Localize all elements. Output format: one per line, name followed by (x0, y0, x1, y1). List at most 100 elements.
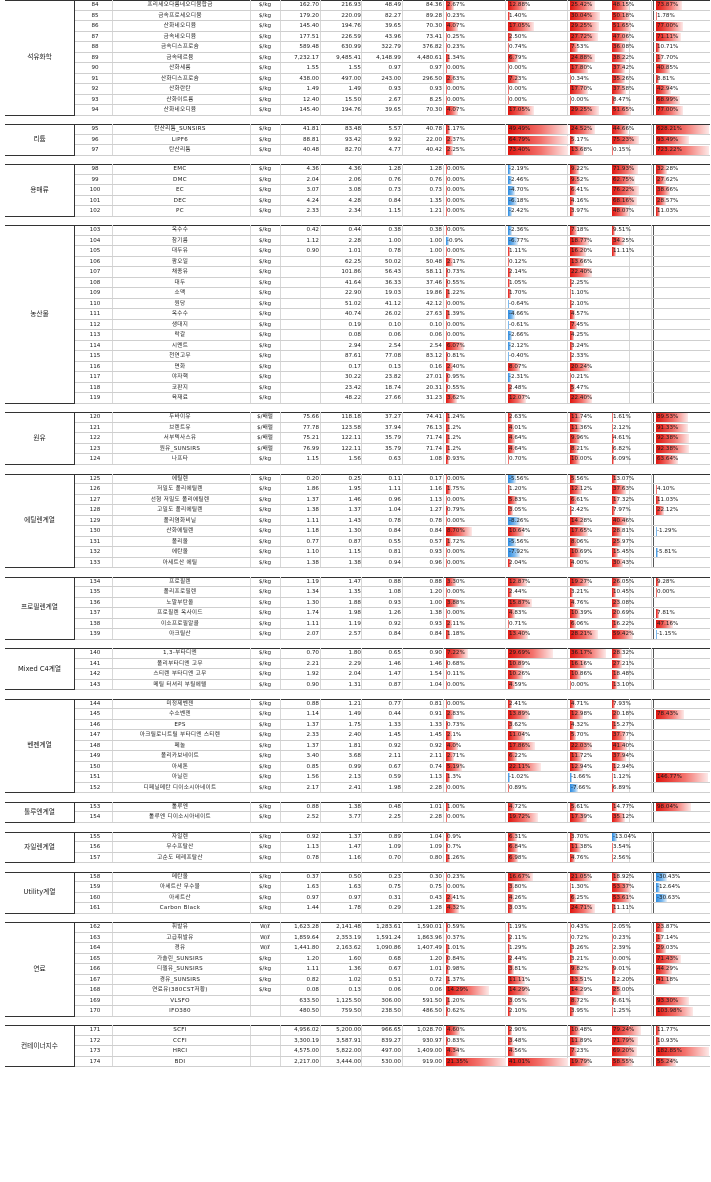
table-row[interactable]: 164 경유 W/ℓ 1,441.80 2,163.62 1,090.86 1,407.49… (0, 943, 711, 954)
table-row[interactable]: 134 프로필렌 $/kg 1.19 1.47 0.88 0.88 3.30% 12.87% 19… (0, 576, 711, 588)
table-row[interactable]: 171 SCFI 4,956.02 5,200.00 966.65 1,028.70 4.6… (0, 1025, 711, 1036)
table-row[interactable]: 105 대두유 $/kg 0.90 1.01 0.78 1.00 0.00% 1.11% 16.2… (0, 246, 711, 257)
table-row[interactable]: 128 고밀도 폴리에틸렌 $/kg 1.38 1.37 1.04 1.27 0.79% 3.0… (0, 505, 711, 516)
table-row[interactable]: 160 아세트산 $/kg 0.97 0.97 0.31 0.43 2.41% 4.26% 6.2… (0, 892, 711, 904)
table-row[interactable]: 154 톨루엔 디이소시아네이트 $/kg 2.52 3.77 2.25 2.28 0.00%… (0, 812, 711, 823)
table-row[interactable]: 173 HRCI 4,575.00 5,822.00 497.00 1,409.00 4.3… (0, 1046, 711, 1057)
table-row[interactable]: 100 EC $/kg 3.07 3.08 0.73 0.73 0.00% -4.70% 6.41… (0, 185, 711, 196)
table-row[interactable]: 151 아닐린 $/kg 1.56 2.13 0.59 1.13 1.3% -1.02% -1.6… (0, 772, 711, 783)
table-row[interactable]: 158 메탄올 $/kg 0.37 0.50 0.23 0.30 0.23% 16.67% 21.… (0, 871, 711, 883)
table-row[interactable]: 155 자일렌 $/kg 0.92 1.37 0.89 1.04 0.9% 6.31% 3.70%… (0, 831, 711, 842)
table-row[interactable]: 137 프로필렌 옥사이드 $/kg 1.74 1.98 1.26 1.38 0.00% 4.8… (0, 608, 711, 619)
column-divider (629, 547, 630, 558)
table-row[interactable]: 85 금속프로세오디뮴 $/kg 179.20 220.09 82.27 89.28 0.23… (0, 10, 711, 21)
table-row[interactable]: 161 Carbon Black $/kg 1.44 1.78 0.29 1.28 4.32%… (0, 903, 711, 914)
table-row[interactable]: 136 노말부탄올 $/kg 1.30 1.88 0.93 1.00 3.88% 15.87% 4… (0, 597, 711, 609)
table-row[interactable]: 152 디페닐메탄 디이소시아네이트 $/kg 2.17 2.41 1.98 2.28 0.0… (0, 782, 711, 794)
table-row[interactable]: 126 저밀도 폴리에틸렌 $/kg 1.86 1.95 1.11 1.16 1.75% 1.2… (0, 484, 711, 495)
table-row[interactable]: 84 프리세오다륨네오디뮴합금 $/kg 162.70 216.93 48.49 84.36… (0, 0, 711, 11)
table-row[interactable]: 87 금속네오디뮴 $/kg 177.51 226.59 43.96 73.41 0.25% 2… (0, 31, 711, 42)
table-row[interactable]: 133 아세트산 에틸 $/kg 1.38 1.38 0.94 0.96 0.00% 2.04%… (0, 557, 711, 568)
table-row[interactable]: 165 가솔린_SUNSIRS $/kg 1.20 1.60 0.68 1.20 0.84% 2… (0, 953, 711, 965)
table-row[interactable]: 123 원유_SUNSIRS $/배럴 76.99 122.11 35.79 71.74 1.… (0, 443, 711, 455)
table-row[interactable]: 140 1,3-부타디엔 $/kg 0.70 1.80 0.65 0.90 7.22% 29.6… (0, 648, 711, 659)
table-row[interactable]: 146 EPS $/kg 1.37 1.75 1.33 1.33 0.73% 3.62% 4.32… (0, 719, 711, 731)
table-row[interactable]: 125 에틸렌 $/kg 0.20 0.25 0.11 0.17 0.00% -5.56% 5.5… (0, 473, 711, 484)
table-row[interactable]: 142 스티렌 부타디엔 고무 $/kg 1.92 2.04 1.47 1.54 0.11% 1… (0, 669, 711, 680)
column-divider (250, 124, 251, 135)
table-row[interactable]: 120 두바이유 $/배럴 75.66 118.18 37.27 74.41 1.24% 2.6… (0, 412, 711, 423)
table-row[interactable]: 96 LiPF6 $/kg 88.81 93.42 9.92 22.00 2.37% 64.79… (0, 134, 711, 146)
change-1d-value: 0.00% (447, 549, 465, 555)
table-row[interactable]: 101 DEC $/kg 4.24 4.28 0.84 1.35 0.00% -6.18% 4.1… (0, 195, 711, 207)
table-row[interactable]: 114 시멘트 $/kg 2.94 2.54 2.54 6.07% -2.12% 3.24% (0, 340, 711, 352)
table-row[interactable]: 102 PC $/kg 2.33 2.34 1.15 1.21 0.00% -2.42% 3.97… (0, 206, 711, 217)
table-row[interactable]: 130 산화에틸렌 $/kg 1.18 1.30 0.84 0.84 8.70% 10.64% 1… (0, 526, 711, 537)
table-row[interactable]: 118 코판지 $/kg 23.42 18.74 20.31 0.55% 2.48% 5.47% (0, 382, 711, 394)
table-row[interactable]: 138 이소프로필알콜 $/kg 1.11 1.19 0.92 0.93 2.11% 0.71%… (0, 618, 711, 630)
table-row[interactable]: 97 탄산리튬 $/kg 40.48 82.70 4.77 40.42 2.25% 73.40%… (0, 145, 711, 156)
table-row[interactable]: 88 금속디스프로슘 $/kg 589.48 630.99 322.79 376.82 0.2… (0, 42, 711, 53)
table-row[interactable]: 107 채종유 $/kg 101.86 56.43 58.11 0.73% 2.14% 22.4… (0, 267, 711, 278)
table-row[interactable]: 131 폴리올 $/kg 0.77 0.87 0.55 0.57 1.72% -5.56% 8.0… (0, 536, 711, 547)
table-row[interactable]: 162 휘발유 W/ℓ 1,623.28 2,141.48 1,283.61 1,590.0… (0, 922, 711, 933)
table-row[interactable]: 147 아크릴로니트릴 부타디엔 스티렌 $/kg 2.33 2.40 1.45 1.45 2… (0, 730, 711, 741)
table-row[interactable]: 121 브렌트유 $/배럴 77.78 123.58 37.94 76.13 1.2% 4.01… (0, 422, 711, 434)
table-row[interactable]: 159 아세트산 무수물 $/kg 1.63 1.63 0.75 0.75 0.00% 3.80… (0, 882, 711, 893)
table-row[interactable]: 129 폴리염화비닐 $/kg 1.11 1.43 0.78 0.78 0.00% -8.26%… (0, 515, 711, 526)
table-row[interactable]: 112 생대지 $/kg 0.19 0.10 0.10 0.00% -0.61% 7.45% (0, 319, 711, 331)
column-divider (402, 422, 403, 434)
table-row[interactable]: 163 고급휘발유 W/ℓ 1,859.64 2,353.19 1,591.24 1,863… (0, 932, 711, 944)
table-row[interactable]: 127 선형 저밀도 폴리에틸렌 $/kg 1.37 1.46 0.96 1.13 0.00%… (0, 494, 711, 505)
table-row[interactable]: 108 대두 $/kg 41.64 36.33 37.46 0.55% 1.05% 2.25% (0, 277, 711, 289)
table-row[interactable]: 174 BDI 2,217.00 3,444.00 530.00 919.00 21.35%… (0, 1056, 711, 1068)
table-row[interactable]: 117 야자핵 $/kg 30.22 23.82 27.01 0.95% -2.31% 0.21… (0, 372, 711, 383)
table-row[interactable]: 95 탄산리튬_SUNSIRS $/kg 41.81 83.48 5.57 40.78 1.1… (0, 124, 711, 135)
table-row[interactable]: 141 폴리부타디엔 고무 $/kg 2.21 2.29 1.46 1.46 0.68% 10.… (0, 658, 711, 670)
table-row[interactable]: 143 메틸 터셔리 부틸에텔 $/kg 0.90 1.31 0.87 1.04 0.00% 4… (0, 679, 711, 691)
table-row[interactable]: 94 산화네오디뮴 $/kg 145.40 194.76 39.65 70.30 4.07% 1… (0, 105, 711, 116)
table-row[interactable]: 145 수소벤젠 $/kg 1.14 1.49 0.44 0.91 2.83% 13.89% 12… (0, 709, 711, 720)
table-row[interactable]: 93 산화이트륨 $/kg 12.40 15.50 2.67 8.25 0.00% 0.00% 0… (0, 94, 711, 105)
table-row[interactable]: 144 미정제벤젠 $/kg 0.88 1.21 0.77 0.81 0.00% 2.41% 4.… (0, 698, 711, 710)
table-row[interactable]: 172 CCFI 3,300.19 3,587.91 839.27 930.97 0.83%… (0, 1035, 711, 1047)
change-1d-cell: 0.00% (446, 95, 506, 104)
table-row[interactable]: 168 연료유(380CST저황) $/kg 0.08 0.13 0.06 0.06 14.2… (0, 985, 711, 996)
change-1m-cell: 24.71% (570, 904, 630, 913)
table-row[interactable]: 103 옥수수 $/kg 0.42 0.44 0.38 0.38 0.00% -2.36% 7.1… (0, 225, 711, 236)
table-row[interactable]: 115 천연고무 $/kg 87.61 77.08 83.12 0.81% -0.40% 2.3… (0, 351, 711, 362)
change-ytd-bar (612, 680, 617, 690)
table-row[interactable]: 109 소맥 $/kg 22.90 19.03 19.86 1.22% 1.70% 1.10% (0, 288, 711, 299)
table-row[interactable]: 132 에탄올 $/kg 1.10 1.15 0.81 0.93 0.00% -7.92% 10.… (0, 547, 711, 558)
table-row[interactable]: 124 나프타 $/kg 1.15 1.56 0.63 1.08 0.93% 0.70% 10.0… (0, 454, 711, 465)
table-row[interactable]: 99 DMC $/kg 2.04 2.06 0.76 0.76 0.00% -2.46% 9.52… (0, 174, 711, 186)
table-row[interactable]: 106 팜오일 $/kg 62.25 50.02 50.48 2.17% 0.12% 13.66… (0, 256, 711, 268)
table-row[interactable]: 166 디젤유_SUNSIRS $/kg 1.11 1.36 0.67 1.01 0.98% 3… (0, 964, 711, 975)
table-row[interactable]: 156 무수프탈산 $/kg 1.13 1.47 1.09 1.09 0.7% 6.84% 11.… (0, 842, 711, 853)
table-row[interactable]: 153 톨루엔 $/kg 0.88 1.38 0.48 1.01 1.00% 4.72% 5.61… (0, 801, 711, 813)
table-row[interactable]: 89 금속테르븀 $/kg 7,232.17 9,485.41 4,148.99 4,480… (0, 52, 711, 63)
table-row[interactable]: 86 산화네오디뮴 $/kg 145.40 194.76 39.65 70.30 4.07% 1… (0, 21, 711, 32)
table-row[interactable]: 135 폴리프로필렌 $/kg 1.34 1.35 1.08 1.20 0.00% 2.44% 3… (0, 587, 711, 598)
table-row[interactable]: 167 경유_SUNSIRS $/kg 0.82 1.02 0.51 0.72 1.37% 11… (0, 974, 711, 986)
table-row[interactable]: 91 산화디스프로슘 $/kg 438.00 497.00 243.00 296.50 2.6… (0, 73, 711, 84)
table-row[interactable]: 92 산화란탄 $/kg 1.49 1.49 0.93 0.93 0.00% 0.00% 17.7… (0, 84, 711, 95)
table-row[interactable]: 169 VLSFO 633.50 1,125.50 306.00 591.50 1.20% 3… (0, 995, 711, 1007)
table-row[interactable]: 148 페놀 $/kg 1.37 1.81 0.92 0.92 4.0% 17.86% 22.03… (0, 740, 711, 752)
table-row[interactable]: 98 EMC $/kg 4.36 4.36 1.28 1.28 0.00% -2.19% 9.22… (0, 164, 711, 175)
table-row[interactable]: 149 폴리카보네이트 $/kg 3.40 3.68 2.11 2.11 2.71% 6.22%… (0, 751, 711, 762)
item-current-price: 12.40 (302, 96, 319, 103)
table-row[interactable]: 90 산화세륨 $/kg 1.55 1.55 0.97 0.97 0.00% 0.00% 17.8… (0, 63, 711, 74)
table-row[interactable]: 157 고순도 테레프탈산 $/kg 0.78 1.16 0.70 0.80 1.26% 6.9… (0, 852, 711, 863)
table-row[interactable]: 104 참기름 $/kg 1.12 2.28 1.00 1.00 -0.9% -6.77% 18.… (0, 235, 711, 247)
table-row[interactable]: 150 아세톤 $/kg 0.85 0.99 0.67 0.74 5.19% 22.11% 12.… (0, 761, 711, 773)
table-row[interactable]: 111 옥수수 $/kg 40.74 26.02 27.63 1.39% -4.66% 4.57… (0, 309, 711, 320)
table-row[interactable]: 170 IFO380 480.50 759.50 238.50 486.50 0.62% 2.… (0, 1006, 711, 1017)
table-row[interactable]: 116 면화 $/kg 0.17 0.13 0.16 2.40% 8.07% 20.24% (0, 361, 711, 373)
table-row[interactable]: 122 서부텍사스유 $/배럴 75.21 122.11 35.79 71.74 1.2% 4.… (0, 433, 711, 444)
table-row[interactable]: 119 육재료 $/kg 48.22 27.66 31.23 3.62% 12.07% 22.4… (0, 393, 711, 404)
table-row[interactable]: 139 아크릴산 $/kg 2.07 2.57 0.84 0.84 1.18% 13.40% 28… (0, 629, 711, 640)
table-row[interactable]: 113 락갈 $/kg 0.08 0.06 0.06 0.00% -2.66% 4.25% (0, 330, 711, 341)
column-divider (320, 547, 321, 558)
table-row[interactable]: 110 원당 $/kg 51.02 41.12 42.12 0.00% -0.64% 2.10% (0, 298, 711, 310)
